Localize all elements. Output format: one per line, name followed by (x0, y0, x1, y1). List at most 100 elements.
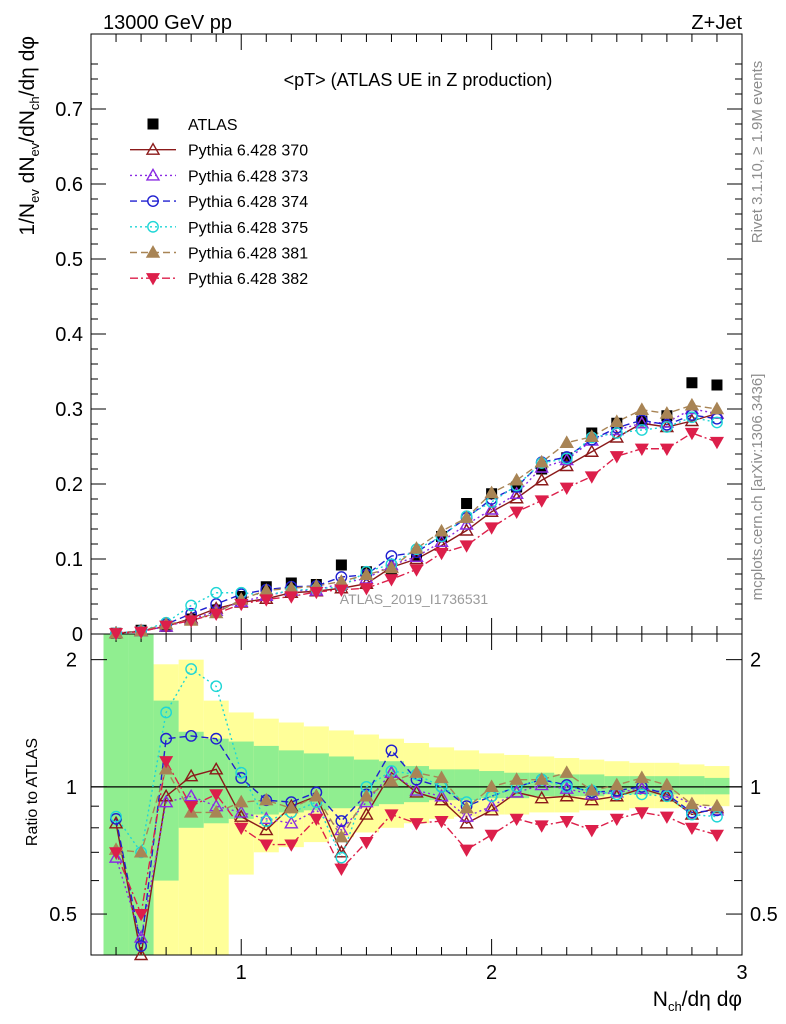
main-ytick-label: 0 (72, 624, 83, 646)
ratio-point-p373 (158, 794, 174, 808)
ratio-point-p370 (259, 822, 274, 836)
band-inner-bin (328, 756, 354, 809)
ratio-ytick-label-right: 0.5 (750, 904, 778, 926)
ratio-point-p373 (609, 785, 625, 798)
main-point-ATLAS (686, 377, 698, 389)
ratio-point-p374 (385, 744, 398, 757)
legend-label-p370: Pythia 6.428 370 (188, 143, 308, 160)
ratio-point-p370 (133, 947, 149, 961)
ratio-point-p381 (609, 777, 625, 791)
legend-label-ATLAS: ATLAS (188, 117, 238, 134)
main-point-ATLAS (636, 415, 648, 427)
ratio-point-p382 (609, 813, 624, 827)
main-point-p382 (684, 427, 699, 441)
main-point-p373 (634, 415, 650, 429)
legend-marker-p373 (145, 167, 161, 181)
ratio-point-p382 (284, 839, 299, 852)
main-point-p382 (534, 495, 549, 508)
main-ylabel: 1/Nev dNev/dNch/dη dφ (16, 36, 42, 236)
ratio-point-p373 (409, 783, 424, 796)
main-point-p370 (534, 472, 549, 486)
main-point-p375 (210, 586, 223, 599)
ratio-point-p381 (208, 804, 224, 818)
ratio-point-p370 (234, 809, 249, 822)
ratio-point-p373 (484, 798, 499, 812)
ratio-point-p382 (684, 822, 699, 836)
ratio-point-p373 (133, 930, 149, 943)
main-point-p370 (584, 444, 599, 457)
main-point-p381 (584, 429, 599, 442)
main-point-ATLAS (335, 559, 347, 571)
ratio-point-p370 (409, 785, 424, 798)
ratio-point-p370 (208, 761, 224, 775)
ratio-xtick-label: 3 (736, 962, 747, 984)
main-point-p375 (185, 599, 198, 612)
ratio-point-p381 (309, 788, 324, 802)
ratio-point-p382 (659, 811, 674, 824)
main-point-p375 (660, 421, 673, 433)
main-point-p382 (659, 443, 674, 456)
main-ytick-label: 0.2 (55, 474, 83, 496)
legend-label-p375: Pythia 6.428 375 (188, 220, 308, 237)
ratio-point-p382 (209, 789, 224, 802)
main-point-p382 (209, 608, 224, 621)
legend: ATLAS Pythia 6.428 370 Pythia 6.428 373 Pyt… (130, 117, 308, 288)
main-point-p382 (409, 564, 424, 577)
ratio-point-p381 (259, 792, 274, 806)
legend-label-p381: Pythia 6.428 381 (188, 246, 308, 263)
main-point-p381 (534, 454, 549, 468)
ratio-point-p370 (434, 792, 449, 806)
ratio-point-p382 (509, 813, 524, 827)
main-point-p370 (509, 490, 524, 504)
ratio-point-p373 (259, 811, 274, 825)
ratio-point-p382 (184, 801, 199, 814)
main-ytick-label: 0.3 (55, 399, 83, 421)
main-point-p382 (309, 586, 324, 600)
legend-label-p373: Pythia 6.428 373 (188, 168, 308, 185)
ratio-point-p375 (660, 790, 673, 803)
chart-title: <pT> (ATLAS UE in Z production) (284, 70, 553, 90)
ratio-xtick-label: 1 (236, 962, 247, 984)
main-point-p370 (484, 504, 499, 517)
ratio-point-p382 (234, 822, 249, 836)
ratio-point-p382 (709, 829, 724, 843)
ratio-point-p373 (234, 804, 249, 818)
ratio-ylabel: Ratio to ATLAS (24, 738, 41, 846)
main-point-p382 (609, 451, 624, 464)
main-point-ATLAS (711, 379, 723, 391)
ratio-point-p381 (384, 774, 399, 787)
main-point-p381 (459, 510, 474, 523)
main-point-p373 (559, 452, 574, 466)
main-ytick-label: 0.4 (55, 324, 83, 346)
band-inner-bin (103, 634, 129, 955)
axis-ticks: 0 0.1 0.2 0.3 0.4 0.5 0.6 0.7 1 2 3 0.5 0.5 1 1 2 2 (49, 34, 778, 984)
ratio-line-p375 (115, 668, 718, 860)
band-inner-bin (704, 777, 730, 795)
ratio-point-p373 (559, 781, 574, 794)
ratio-point-p375 (635, 788, 648, 801)
ratio-point-p382 (484, 829, 499, 843)
header-right-label: Z+Jet (691, 12, 742, 34)
main-point-p382 (234, 598, 249, 612)
main-point-p381 (559, 435, 574, 448)
main-point-p373 (509, 486, 524, 499)
ratio-point-p381 (409, 765, 424, 778)
ratio-point-p373 (183, 788, 199, 802)
ratio-point-p375 (110, 810, 122, 823)
ratio-point-p375 (711, 810, 723, 823)
main-point-p381 (659, 406, 675, 419)
ratio-point-p381 (509, 772, 524, 785)
ratio-point-p381 (634, 770, 650, 784)
main-point-ATLAS (536, 463, 548, 475)
ratio-point-p381 (359, 788, 374, 802)
ratio-point-p373 (434, 788, 449, 802)
legend-marker-p375 (147, 220, 159, 233)
ratio-point-p381 (234, 794, 249, 808)
main-point-p382 (509, 506, 524, 519)
ratio-point-p382 (459, 844, 474, 857)
ratio-point-p382 (309, 813, 324, 827)
main-ytick-label: 0.5 (55, 249, 83, 271)
legend-label-p374: Pythia 6.428 374 (188, 194, 308, 211)
main-point-p373 (659, 415, 675, 428)
